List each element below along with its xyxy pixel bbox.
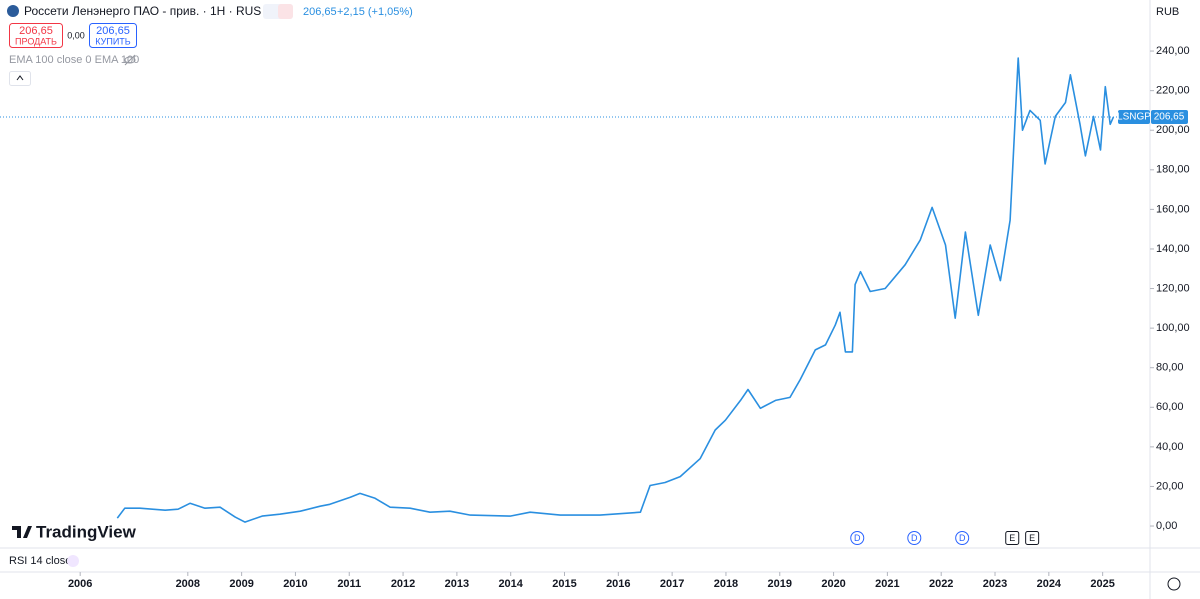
event-marker (1005, 531, 1020, 545)
symbol-tag-label: LSNGP (1117, 112, 1151, 123)
y-tick-label: 80,00 (1156, 362, 1184, 374)
collapse-icon (16, 75, 24, 81)
y-tick-label: 160,00 (1156, 203, 1190, 215)
x-tick-label: 2006 (68, 578, 92, 590)
logo-icon (12, 526, 32, 538)
price-change: +2,15 (+1,05%) (337, 6, 413, 18)
event-label: D (854, 533, 861, 543)
y-tick-label: 120,00 (1156, 282, 1190, 294)
x-tick-label: 2020 (821, 578, 845, 590)
sell-button[interactable] (9, 23, 63, 48)
sell-price[interactable]: 206,65 (19, 25, 53, 37)
price-tag (1151, 110, 1188, 125)
x-tick-label: 2019 (768, 578, 792, 590)
y-tick-label: 0,00 (1156, 520, 1177, 532)
event-marker (850, 531, 865, 545)
price-tag-label: 206,65 (1154, 112, 1185, 123)
x-tick-label: 2017 (660, 578, 684, 590)
symbol-icon (7, 5, 19, 17)
price-line (116, 57, 1115, 523)
buy-button[interactable] (89, 23, 137, 48)
hide-icon[interactable] (124, 54, 136, 66)
event-marker (955, 531, 970, 545)
market-status-alt[interactable] (278, 4, 293, 19)
x-tick-label: 2016 (606, 578, 630, 590)
rsi-legend[interactable]: RSI 14 close (9, 555, 71, 567)
y-tick-label: 40,00 (1156, 441, 1184, 453)
collapse-button[interactable] (9, 71, 31, 86)
x-tick-label: 2015 (552, 578, 576, 590)
buy-label[interactable]: КУПИТЬ (95, 36, 130, 46)
x-tick-label: 2021 (875, 578, 899, 590)
spread: 0,00 (67, 30, 85, 40)
x-tick-label: 2012 (391, 578, 415, 590)
x-tick-label: 2023 (983, 578, 1007, 590)
last-price: 206,65 (303, 6, 337, 18)
sell-label[interactable]: ПРОДАТЬ (15, 36, 57, 46)
logo: TradingView (36, 522, 137, 541)
y-tick-label: 60,00 (1156, 401, 1184, 413)
x-tick-label: 2025 (1090, 578, 1114, 590)
x-tick-label: 2009 (229, 578, 253, 590)
y-tick-label: 240,00 (1156, 45, 1190, 57)
x-tick-label: 2013 (445, 578, 469, 590)
event-marker (1025, 531, 1040, 545)
y-tick-label: 180,00 (1156, 164, 1190, 176)
x-tick-label: 2024 (1037, 578, 1062, 590)
y-tick-label: 200,00 (1156, 124, 1190, 136)
x-tick-label: 2014 (498, 578, 523, 590)
y-tick-label: 220,00 (1156, 85, 1190, 97)
settings-icon[interactable] (1167, 577, 1181, 591)
event-label: E (1029, 533, 1035, 543)
event-label: D (959, 533, 966, 543)
event-label: E (1009, 533, 1015, 543)
symbol-title[interactable]: Россети Ленэнерго ПАО - прив. · 1H · RUS (24, 4, 261, 18)
x-tick-label: 2011 (337, 578, 361, 590)
indicator-legend[interactable]: EMA 100 close 0 EMA 100 (9, 54, 139, 66)
x-tick-label: 2018 (714, 578, 738, 590)
symbol-tag (1118, 110, 1150, 125)
x-tick-label: 2010 (283, 578, 307, 590)
x-tick-label: 2008 (176, 578, 200, 590)
buy-price[interactable]: 206,65 (96, 25, 130, 37)
y-tick-label: 20,00 (1156, 480, 1184, 492)
event-label: D (911, 533, 918, 543)
y-tick-label: 140,00 (1156, 243, 1190, 255)
currency[interactable]: RUB (1156, 6, 1179, 18)
event-marker (907, 531, 922, 545)
rsi-reload[interactable] (67, 555, 79, 567)
x-tick-label: 2022 (929, 578, 953, 590)
y-tick-label: 100,00 (1156, 322, 1190, 334)
